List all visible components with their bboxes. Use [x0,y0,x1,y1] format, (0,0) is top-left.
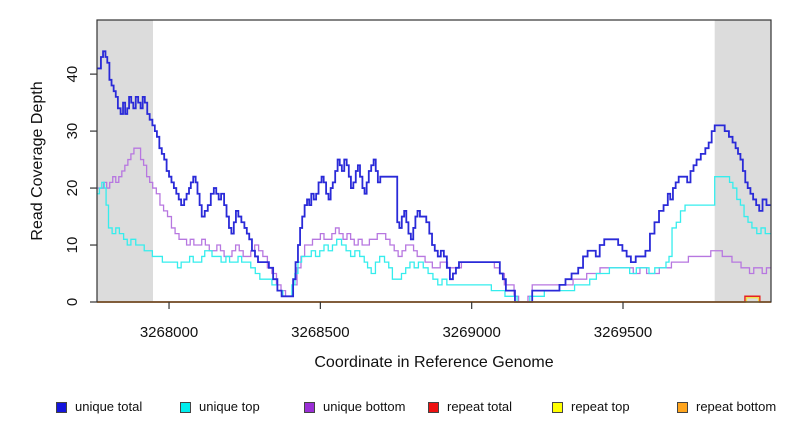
series-unique-top [97,176,771,303]
y-axis-title: Read Coverage Depth [29,81,46,241]
legend-label: unique top [199,399,260,414]
legend-label: unique total [75,399,143,414]
legend-label: repeat bottom [696,399,777,414]
series-repeat-total [97,295,771,303]
legend-swatch-unique-bottom [304,401,315,413]
legend-item-unique-top: unique top [180,399,260,415]
legend-swatch-unique-top [180,401,191,413]
legend-swatch-repeat-total [428,401,439,413]
legend-item-repeat-bottom: repeat bottom [677,399,776,415]
y-tick-label: 10 [64,237,81,254]
series-unique-total [97,50,771,303]
legend-item-repeat-total: repeat total [428,399,512,415]
legend-label: repeat total [447,399,513,414]
x-axis-title: Coordinate in Reference Genome [314,354,554,371]
y-tick-label: 20 [64,180,81,197]
y-tick-label: 40 [64,66,81,83]
legend-item-repeat-top: repeat top [552,399,630,415]
plot-border [96,19,772,303]
left-repeat-region [97,20,153,302]
series-lines [97,50,771,303]
x-tick-label: 3268500 [291,324,349,341]
legend-swatch-repeat-bottom [677,401,688,413]
legend: unique total unique top unique bottom repea… [0,398,792,416]
x-tick-label: 3269500 [594,324,652,341]
legend-item-unique-total: unique total [56,399,142,415]
plot-frame [96,19,772,303]
legend-swatch-unique-total [56,401,67,413]
y-tick-label: 30 [64,123,81,140]
axis-ticks-and-labels: 3268000 3268500 3269000 3269500 0 10 20 30 40 [64,66,652,341]
legend-swatch-repeat-top [552,401,563,413]
legend-label: unique bottom [323,399,406,414]
legend-label: repeat top [571,399,630,414]
y-tick-label: 0 [64,298,81,306]
legend-item-unique-bottom: unique bottom [304,399,405,415]
x-tick-label: 3269000 [442,324,500,341]
shaded-repeat-regions [97,20,771,302]
x-tick-label: 3268000 [140,324,198,341]
